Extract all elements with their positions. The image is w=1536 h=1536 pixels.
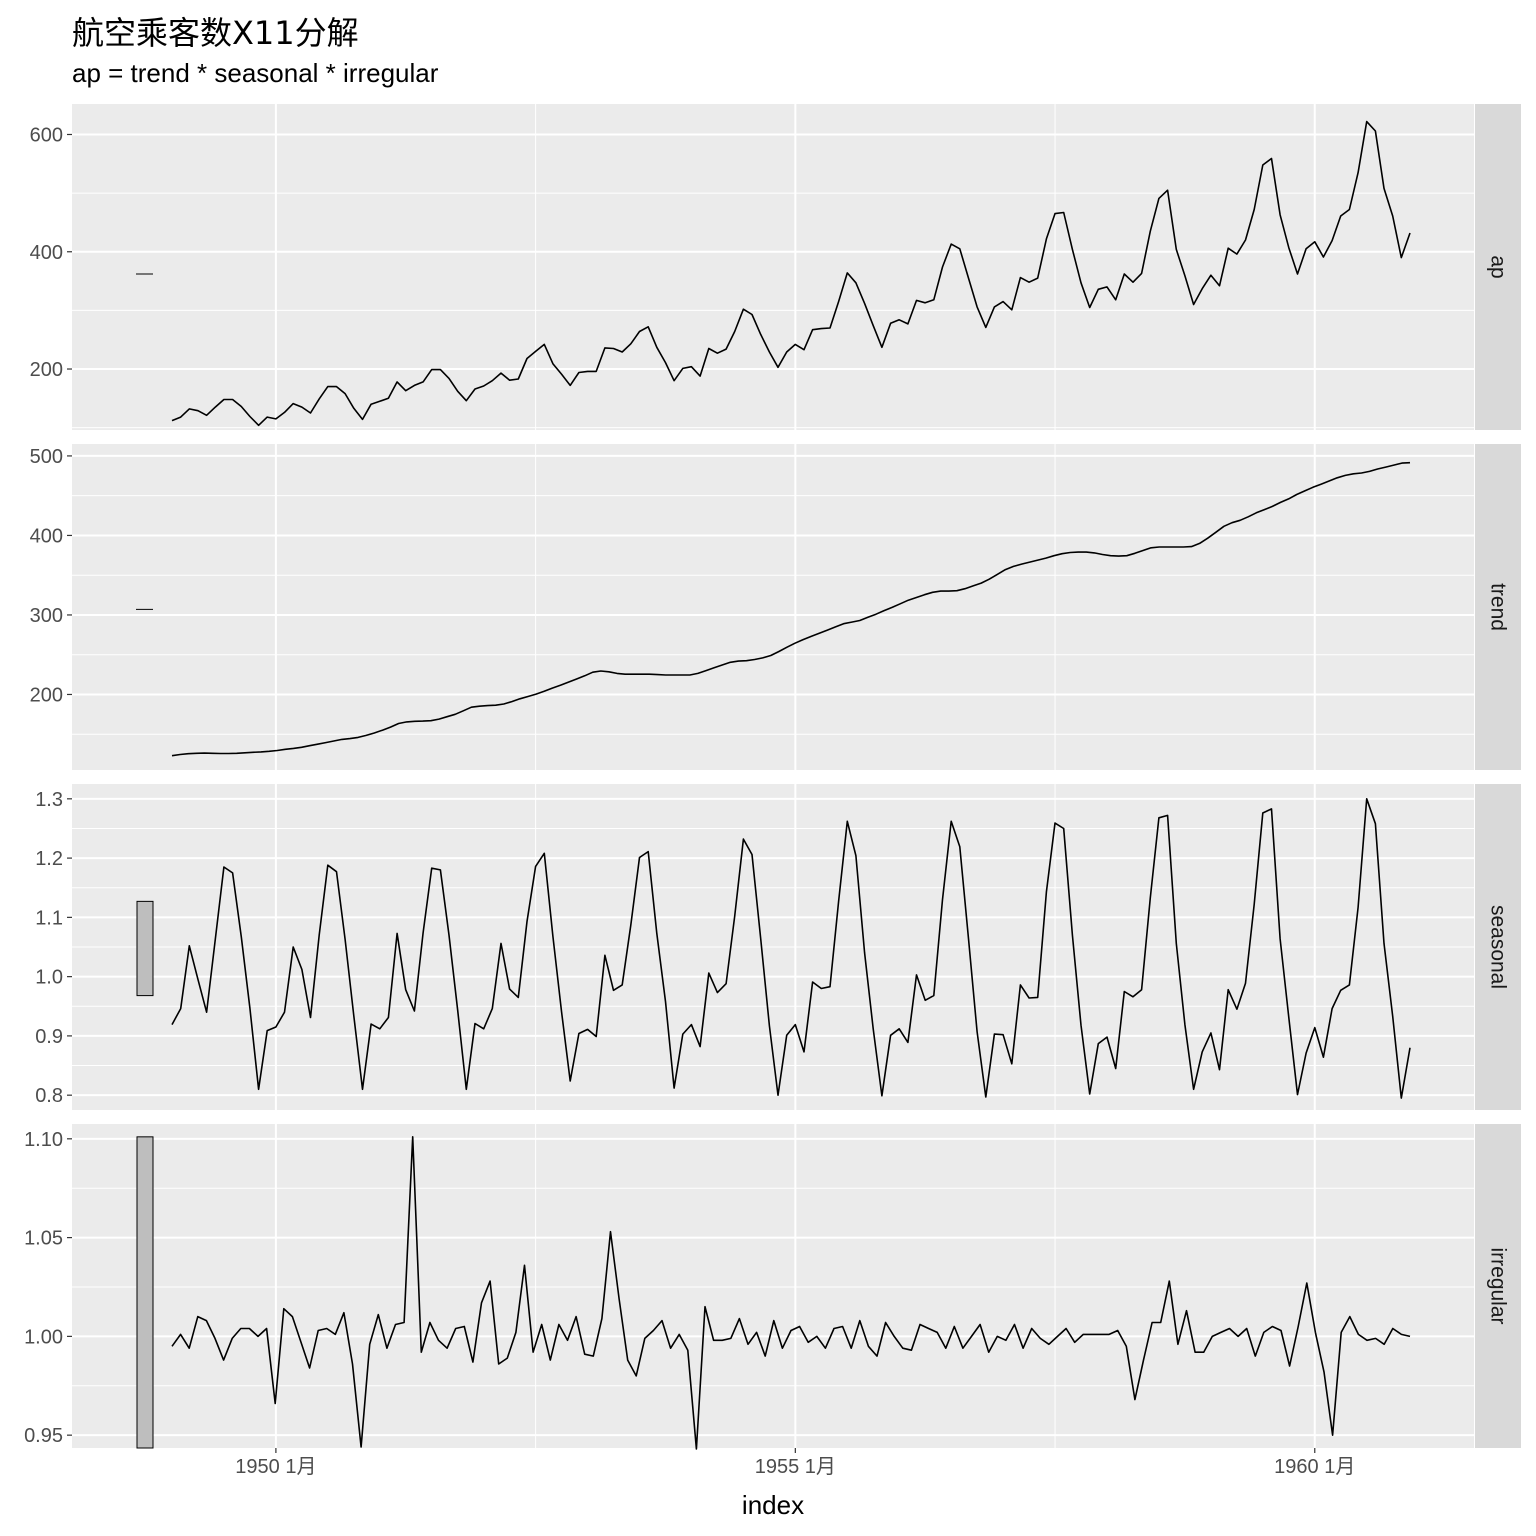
panel-background-irregular — [72, 1124, 1474, 1448]
chart-subtitle: ap = trend * seasonal * irregular — [72, 58, 439, 88]
y-tick-label-seasonal: 0.8 — [35, 1085, 63, 1107]
y-tick-label-seasonal: 0.9 — [35, 1026, 63, 1048]
range-bar-seasonal — [136, 900, 154, 997]
strip-irregular — [1475, 1124, 1521, 1448]
series-line-seasonal — [171, 797, 1411, 1099]
series-line-irregular — [171, 1136, 1411, 1450]
strip-label-irregular: irregular — [1487, 1247, 1510, 1324]
y-tick-label-irregular: 1.05 — [24, 1228, 63, 1250]
y-tick-label-trend: 300 — [30, 605, 63, 627]
y-tick-label-trend: 400 — [30, 525, 63, 547]
strip-seasonal — [1475, 784, 1521, 1110]
strip-ap — [1475, 104, 1521, 430]
x-axis-title: index — [742, 1490, 804, 1520]
y-tick-label-ap: 600 — [30, 124, 63, 146]
panel-background-ap — [72, 104, 1474, 430]
y-tick-label-irregular: 0.95 — [24, 1425, 63, 1447]
y-tick-label-seasonal: 1.3 — [35, 789, 63, 811]
y-tick-label-trend: 200 — [30, 684, 63, 706]
chart-title: 航空乘客数X11分解 — [72, 14, 359, 52]
panel-background-trend — [72, 444, 1474, 770]
x-tick-label: 1955 1月 — [755, 1456, 836, 1478]
y-tick-label-seasonal: 1.0 — [35, 967, 63, 989]
y-tick-label-seasonal: 1.1 — [35, 907, 63, 929]
strip-label-seasonal: seasonal — [1487, 905, 1510, 989]
y-tick-label-irregular: 1.10 — [24, 1129, 63, 1151]
x-tick-label: 1960 1月 — [1274, 1456, 1355, 1478]
series-line-trend — [171, 461, 1411, 757]
series-line-ap — [171, 120, 1411, 427]
y-tick-label-ap: 400 — [30, 242, 63, 264]
x-tick-label: 1950 1月 — [235, 1456, 316, 1478]
y-tick-label-ap: 200 — [30, 359, 63, 381]
strip-trend — [1475, 444, 1521, 770]
strip-label-trend: trend — [1487, 583, 1510, 631]
range-bar-irregular — [136, 1136, 154, 1449]
y-tick-label-seasonal: 1.2 — [35, 848, 63, 870]
strip-label-ap: ap — [1487, 255, 1510, 278]
y-tick-label-irregular: 1.00 — [24, 1326, 63, 1348]
y-tick-label-trend: 500 — [30, 446, 63, 468]
